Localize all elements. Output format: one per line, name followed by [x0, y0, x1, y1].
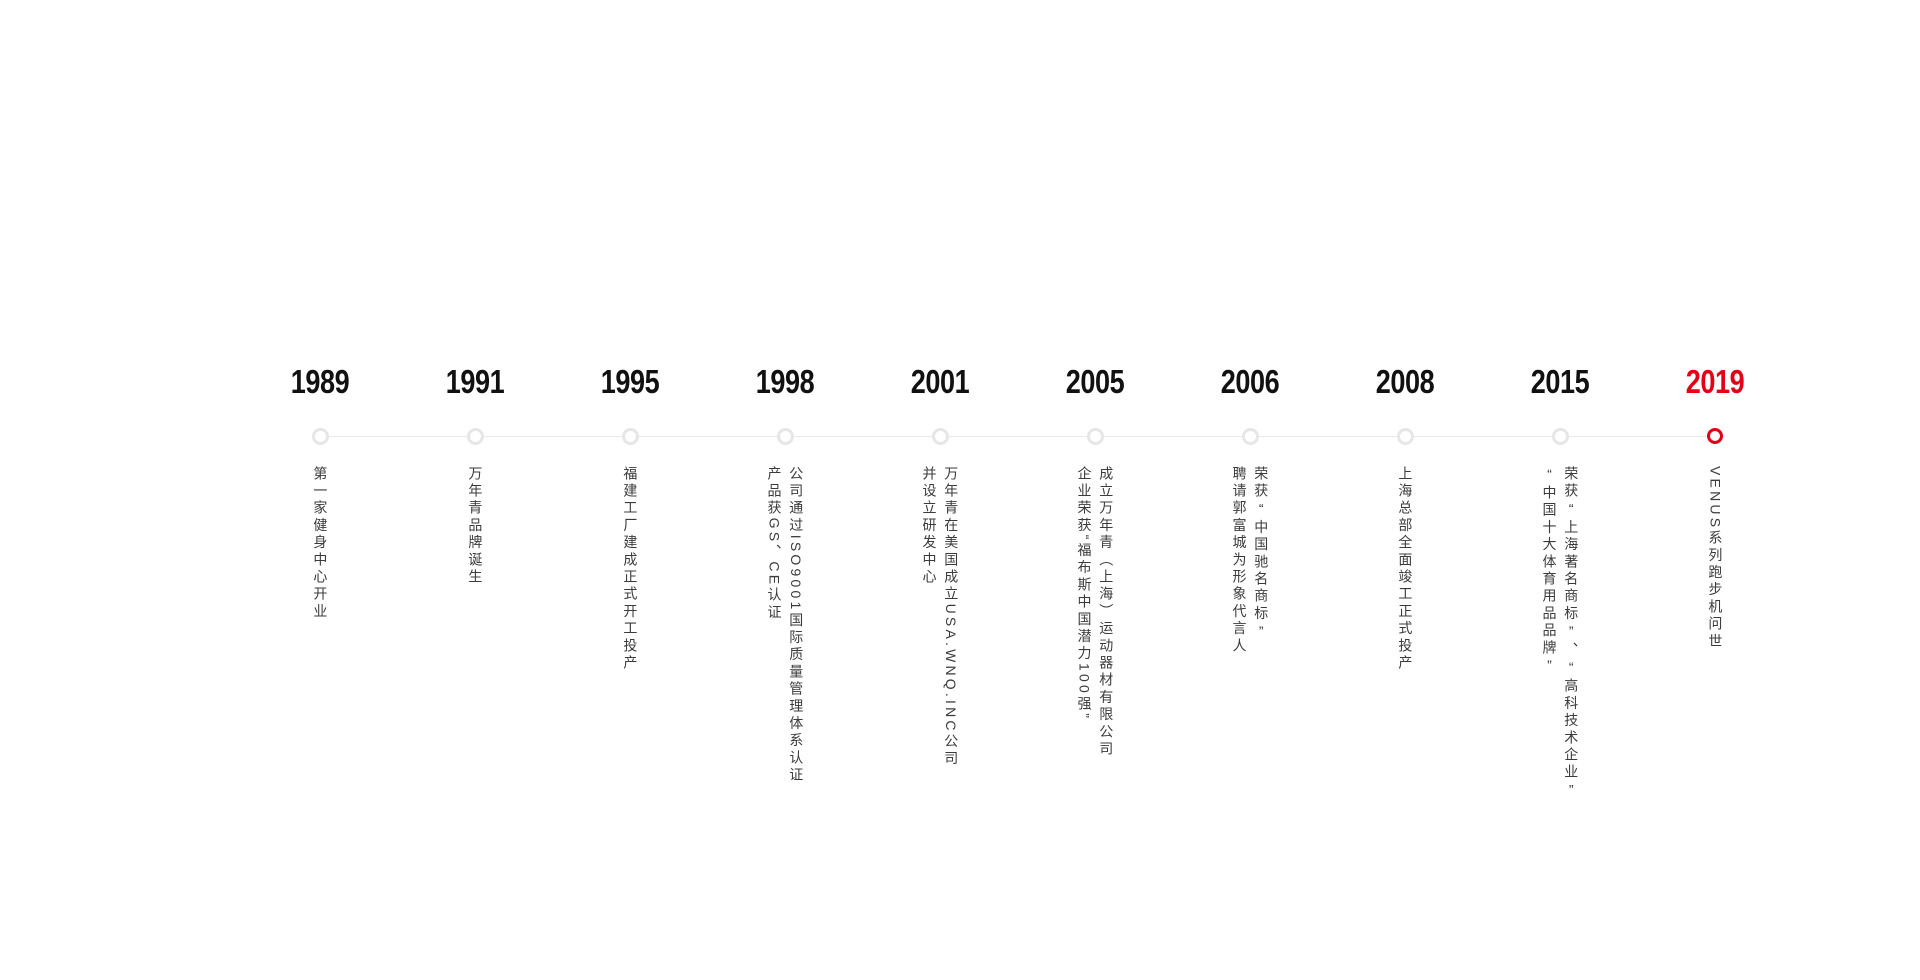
milestone-year-text: 2019 [1685, 363, 1745, 400]
milestone-description: 公司通过ISO9001国际质量管理体系认证 产品获GS、CE认证 [766, 466, 805, 785]
milestone-year-text: 2005 [1065, 363, 1125, 400]
milestone-description-line: 聘请郭富城为形象代言人 [1231, 466, 1248, 656]
milestone-description: 荣获“上海著名商标”、“高科技术企业” “中国十大体育用品品牌” [1541, 466, 1580, 801]
milestone-dot-icon[interactable] [1396, 427, 1414, 445]
timeline-axis-line [320, 436, 1715, 437]
milestone-description-line: 企业荣获“福布斯中国潜力100强” [1076, 466, 1093, 722]
milestone-year-label: 2015 [1524, 365, 1595, 398]
milestone-year-label: 1998 [749, 365, 820, 398]
milestone-description: 万年青在美国成立USA.WNQ.INC公司 并设立研发中心 [921, 466, 960, 769]
milestone-description-line: 并设立研发中心 [921, 466, 938, 587]
milestone-dot-icon[interactable] [1707, 428, 1723, 444]
milestone-description-line: 万年青品牌诞生 [467, 466, 484, 587]
milestone-year-label: 2019 [1679, 365, 1750, 398]
milestone-dot-icon[interactable] [621, 427, 639, 445]
milestone-year-label: 2001 [904, 365, 975, 398]
milestone-year-text: 2006 [1220, 363, 1280, 400]
milestone-description-line: 福建工厂建成正式开工投产 [622, 466, 639, 673]
milestone-description-line: VENUS系列跑步机问世 [1707, 466, 1724, 651]
milestone-year-label: 2008 [1369, 365, 1440, 398]
milestone-dot-icon[interactable] [1086, 427, 1104, 445]
milestone-description-line: 万年青在美国成立USA.WNQ.INC公司 [943, 466, 960, 769]
milestone-description-line: 荣获“上海著名商标”、“高科技术企业” [1563, 466, 1580, 801]
milestone-dot-icon[interactable] [1241, 427, 1259, 445]
milestone-year-text: 2015 [1530, 363, 1590, 400]
milestone-year-text: 2008 [1375, 363, 1435, 400]
milestone-description: 上海总部全面竣工正式投产 [1397, 466, 1414, 673]
milestone-year-text: 1991 [445, 363, 505, 400]
milestone-year-text: 1989 [290, 363, 350, 400]
milestone-description: 第一家健身中心开业 [312, 466, 329, 621]
milestone-year-text: 1998 [755, 363, 815, 400]
milestone-description-line: 荣获“中国驰名商标” [1253, 466, 1270, 642]
milestone-description-line: “中国十大体育用品品牌” [1541, 466, 1558, 677]
milestone-description-line: 成立万年青（上海）运动器材有限公司 [1098, 466, 1115, 759]
milestone-description: 成立万年青（上海）运动器材有限公司 企业荣获“福布斯中国潜力100强” [1076, 466, 1115, 759]
milestone-dot-icon[interactable] [776, 427, 794, 445]
milestone-description: 福建工厂建成正式开工投产 [622, 466, 639, 673]
milestone-description: 万年青品牌诞生 [467, 466, 484, 587]
milestone-year-text: 1995 [600, 363, 660, 400]
milestone-dot-icon[interactable] [931, 427, 949, 445]
milestone-year-text: 2001 [910, 363, 970, 400]
milestone-dot-icon[interactable] [1551, 427, 1569, 445]
milestone-description: VENUS系列跑步机问世 [1707, 466, 1724, 651]
milestone-year-label: 2006 [1214, 365, 1285, 398]
milestone-description-line: 第一家健身中心开业 [312, 466, 329, 621]
milestone-description: 荣获“中国驰名商标” 聘请郭富城为形象代言人 [1231, 466, 1270, 656]
milestone-year-label: 1995 [594, 365, 665, 398]
milestone-year-label: 1989 [284, 365, 355, 398]
milestone-year-label: 1991 [439, 365, 510, 398]
milestone-year-label: 2005 [1059, 365, 1130, 398]
milestone-dot-icon[interactable] [466, 427, 484, 445]
milestone-description-line: 公司通过ISO9001国际质量管理体系认证 [788, 466, 805, 785]
milestone-description-line: 上海总部全面竣工正式投产 [1397, 466, 1414, 673]
milestone-description-line: 产品获GS、CE认证 [766, 466, 783, 622]
milestone-dot-icon[interactable] [311, 427, 329, 445]
